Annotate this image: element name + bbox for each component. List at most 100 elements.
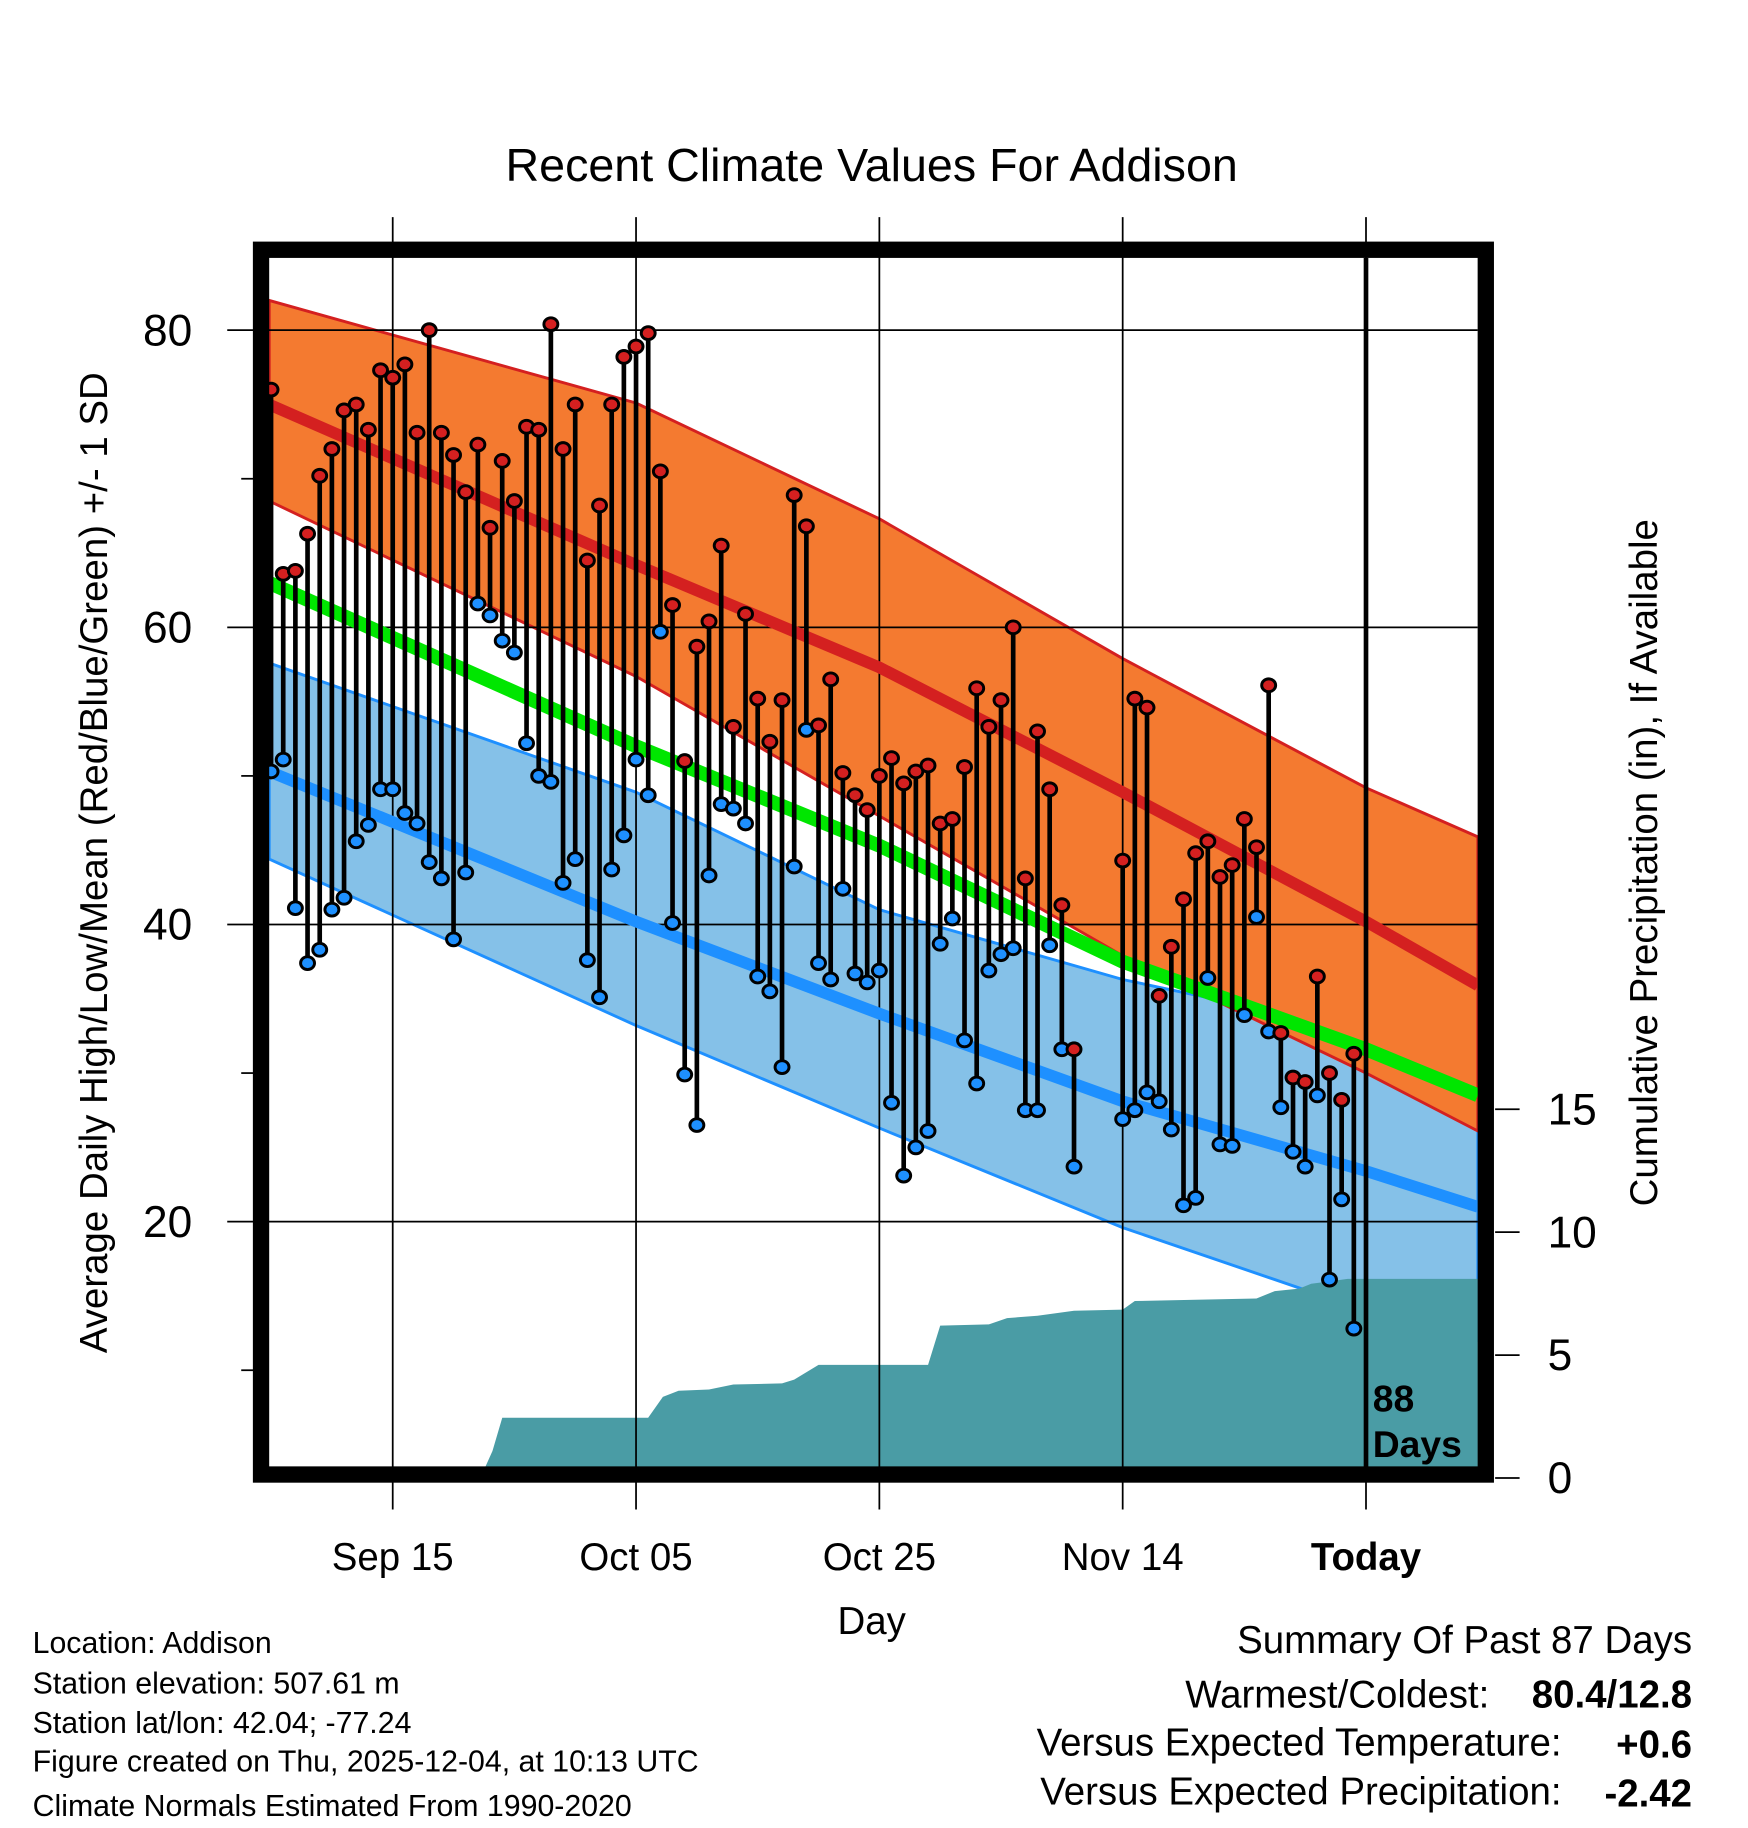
daily-low-point <box>688 1117 706 1133</box>
daily-low-point <box>323 901 341 918</box>
y2-tick-label: 15 <box>1548 1085 1597 1134</box>
daily-high-point <box>749 690 767 707</box>
daily-low-point <box>311 941 329 958</box>
y-tick-label: 40 <box>143 901 192 950</box>
footer-elevation: Station elevation: 507.61 m <box>33 1668 400 1701</box>
daily-low-point <box>493 632 511 649</box>
daily-low-point <box>420 854 438 870</box>
precipitation-area <box>269 1278 1478 1479</box>
daily-high-point <box>1345 1045 1363 1062</box>
axes: 80 60 40 20 Sep 15 Oct 05 Oct 25 Nov 14 Today 0 5 1… <box>143 306 1597 1579</box>
x-axis-label: Day <box>837 1600 906 1643</box>
daily-low-point <box>274 751 292 768</box>
daily-high-point <box>1162 938 1180 955</box>
daily-high-point <box>372 362 389 379</box>
daily-high-point <box>797 518 815 535</box>
daily-low-point <box>518 735 535 752</box>
footer-location: Location: Addison <box>33 1627 272 1660</box>
daily-high-point <box>1199 833 1217 850</box>
daily-high-point <box>1223 857 1241 873</box>
daily-low-point <box>943 910 961 927</box>
daily-high-point <box>980 719 998 735</box>
daily-low-point <box>895 1167 913 1184</box>
daily-marks <box>262 316 1363 1337</box>
y-tick-label: 60 <box>143 603 192 652</box>
daily-high-point <box>1029 723 1046 740</box>
daily-low-point <box>1235 1007 1253 1023</box>
daily-high-point <box>1126 690 1144 707</box>
daily-high-point <box>651 463 669 480</box>
days-word-label: Days <box>1373 1423 1462 1465</box>
daily-low-point <box>1138 1084 1156 1101</box>
daily-high-point <box>956 759 973 775</box>
daily-high-point <box>688 638 706 655</box>
station-info: Location: Addison Station elevation: 507… <box>33 1627 699 1823</box>
daily-low-point <box>554 875 572 891</box>
footer-latlon: Station lat/lon: 42.04; -77.24 <box>33 1707 412 1740</box>
daily-low-point <box>542 773 560 790</box>
daily-high-point <box>822 671 840 688</box>
daily-low-point <box>651 623 669 640</box>
daily-low-point <box>1333 1191 1351 1208</box>
daily-high-point <box>420 322 438 339</box>
x-tick-label: Today <box>1311 1536 1422 1579</box>
temp-departure-value: +0.6 <box>1616 1724 1692 1767</box>
daily-low-point <box>907 1139 925 1156</box>
daily-low-point <box>883 1094 900 1111</box>
daily-low-point <box>822 971 840 988</box>
daily-high-point <box>481 519 499 536</box>
daily-high-point <box>591 497 608 514</box>
daily-high-point <box>1004 619 1022 636</box>
daily-low-point <box>578 952 596 969</box>
y2-tick-label: 10 <box>1548 1208 1597 1257</box>
daily-high-point <box>627 338 645 355</box>
daily-high-point <box>347 396 365 413</box>
daily-low-point <box>1272 1099 1290 1116</box>
summary-panel: Summary Of Past 87 Days Warmest/Coldest:… <box>1037 1619 1692 1816</box>
daily-high-point <box>311 467 329 484</box>
y2-tick-label: 0 <box>1548 1454 1573 1503</box>
y-tick-label: 80 <box>143 306 192 355</box>
daily-low-point <box>1162 1121 1180 1138</box>
daily-low-point <box>603 861 621 878</box>
daily-low-point <box>396 805 414 821</box>
daily-low-point <box>1223 1138 1241 1154</box>
daily-high-point <box>323 441 341 457</box>
daily-low-point <box>700 867 718 884</box>
daily-low-point <box>335 889 353 906</box>
daily-high-point <box>1150 987 1168 1004</box>
daily-high-point <box>457 484 475 500</box>
daily-high-point <box>700 613 718 630</box>
daily-high-point <box>773 692 791 708</box>
daily-high-point <box>664 597 681 613</box>
daily-low-point <box>591 989 608 1006</box>
daily-low-point <box>1308 1087 1326 1104</box>
daily-low-point <box>505 644 523 661</box>
daily-low-point <box>359 817 377 833</box>
daily-low-point <box>846 965 864 982</box>
daily-low-point <box>870 962 888 979</box>
daily-low-point <box>956 1032 973 1049</box>
daily-low-point <box>1126 1102 1144 1119</box>
daily-high-point <box>810 717 827 734</box>
daily-high-point <box>566 396 584 413</box>
temp-departure-label: Versus Expected Temperature: <box>1037 1721 1562 1764</box>
warm-cold-value: 80.4/12.8 <box>1532 1674 1692 1717</box>
daily-high-point <box>1296 1074 1314 1090</box>
daily-high-point <box>1065 1041 1083 1058</box>
summary-heading: Summary Of Past 87 Days <box>1237 1619 1692 1662</box>
daily-high-point <box>676 753 694 769</box>
daily-high-point <box>1187 845 1205 862</box>
daily-high-point <box>530 421 548 438</box>
daily-low-point <box>1296 1158 1314 1175</box>
daily-low-point <box>1041 937 1059 954</box>
daily-high-point <box>639 325 657 342</box>
daily-high-point <box>542 316 560 333</box>
daily-high-point <box>578 552 596 569</box>
x-tick-label: Sep 15 <box>332 1536 454 1579</box>
precip-departure-value: -2.42 <box>1604 1773 1692 1816</box>
daily-low-point <box>457 864 475 881</box>
daily-low-point <box>1029 1102 1046 1119</box>
daily-low-point <box>1004 940 1022 957</box>
daily-low-point <box>1321 1271 1338 1288</box>
